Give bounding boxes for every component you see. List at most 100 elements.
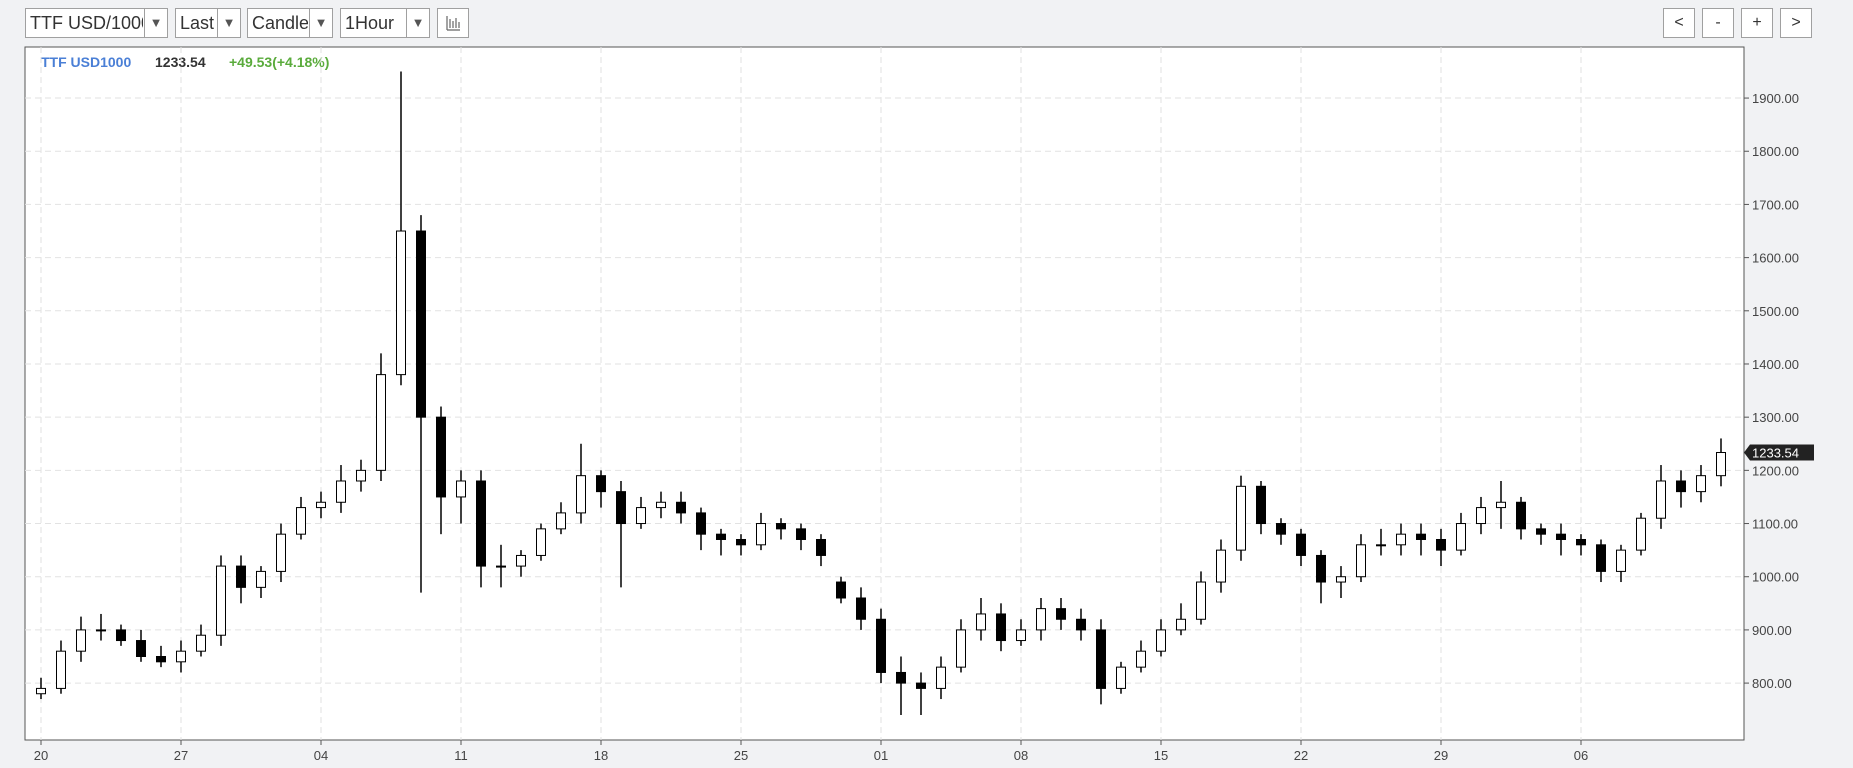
candle-body [596, 475, 606, 493]
candle-body [756, 523, 766, 546]
candle-body [236, 565, 246, 588]
legend-instrument: TTF USD1000 [41, 54, 131, 70]
candle-body [416, 230, 426, 418]
candle-body [776, 523, 786, 530]
y-tick-label: 1900.00 [1752, 91, 1799, 106]
candle-body [176, 650, 186, 663]
candle-body [1476, 507, 1486, 525]
candle-body [616, 491, 626, 525]
candle-body [796, 528, 806, 540]
candle-body [96, 629, 106, 632]
candle-body [676, 501, 686, 514]
candle-body [1696, 475, 1706, 493]
candle-body [1256, 485, 1266, 525]
x-tick-label: 06 [1574, 748, 1588, 763]
x-tick-label: 11 [454, 748, 468, 763]
candle-body [816, 538, 826, 556]
candle-body [956, 629, 966, 668]
type-select[interactable]: Candle ▼ [247, 8, 333, 38]
y-tick-label: 1000.00 [1752, 570, 1799, 585]
candle-body [1096, 629, 1106, 689]
y-tick-label: 1500.00 [1752, 304, 1799, 319]
candle-body [1196, 581, 1206, 620]
candle-body [1636, 517, 1646, 551]
nav-button[interactable]: < [1663, 8, 1695, 38]
dropdown-arrow: ▼ [309, 9, 332, 37]
candle-body [1056, 608, 1066, 620]
candle-body [156, 655, 166, 663]
candle-body [1116, 666, 1126, 689]
select-text: Last [180, 13, 215, 33]
x-tick-label: 22 [1294, 748, 1308, 763]
select-text: TTF USD/1000 [30, 13, 143, 33]
y-tick-label: 1700.00 [1752, 197, 1799, 212]
candle-body [736, 538, 746, 546]
candle-body [936, 666, 946, 689]
candle-body [916, 682, 926, 689]
candle-body [1236, 485, 1246, 551]
candle-body [656, 501, 666, 509]
candle-body [1376, 544, 1386, 547]
y-tick-label: 1200.00 [1752, 463, 1799, 478]
candle-body [56, 650, 66, 689]
candle-body [876, 618, 886, 673]
x-tick-label: 15 [1154, 748, 1168, 763]
y-tick-label: 900.00 [1752, 623, 1792, 638]
y-tick-label: 1100.00 [1752, 517, 1798, 532]
candle-body [1396, 533, 1406, 546]
candle-body [1656, 480, 1666, 519]
nav-button[interactable]: > [1780, 8, 1812, 38]
candle-body [976, 613, 986, 631]
last-price-label: 1233.54 [1752, 446, 1799, 461]
x-tick-label: 08 [1014, 748, 1028, 763]
candle-body [136, 640, 146, 657]
x-tick-label: 29 [1434, 748, 1448, 763]
y-tick-label: 1600.00 [1752, 251, 1799, 266]
candle-body [1276, 523, 1286, 535]
candle-body [316, 501, 326, 509]
candle-body [1176, 618, 1186, 631]
candle-body [216, 565, 226, 636]
candle-body [1016, 629, 1026, 642]
zoom-button[interactable]: - [1702, 8, 1734, 38]
y-tick-label: 1800.00 [1752, 144, 1799, 159]
candle-body [296, 507, 306, 535]
price-select[interactable]: Last ▼ [175, 8, 241, 38]
y-tick-label: 800.00 [1752, 676, 1792, 691]
candle-body [1316, 554, 1326, 583]
candle-body [456, 480, 466, 498]
candle-body [516, 554, 526, 567]
candle-body [36, 687, 46, 695]
candle-body [1676, 480, 1686, 493]
x-tick-label: 01 [874, 748, 888, 763]
select-text: Candle [252, 13, 308, 33]
candle-body [1336, 576, 1346, 583]
symbol-select[interactable]: TTF USD/1000 ▼ [25, 8, 168, 38]
candle-body [1436, 538, 1446, 551]
candle-body [856, 597, 866, 620]
candle-body [1356, 544, 1366, 578]
candle-body [1496, 501, 1506, 509]
x-tick-label: 25 [734, 748, 748, 763]
zoom-button[interactable]: + [1741, 8, 1773, 38]
interval-select[interactable]: 1Hour ▼ [340, 8, 430, 38]
candle-body [536, 528, 546, 556]
candle-body [996, 613, 1006, 642]
dropdown-arrow: ▼ [217, 9, 240, 37]
candle-body [1216, 549, 1226, 583]
candle-body [1596, 544, 1606, 572]
candle-body [896, 671, 906, 684]
candle-body [76, 629, 86, 652]
candle-body [1716, 452, 1726, 477]
candle-body [1576, 538, 1586, 546]
candle-body [496, 565, 506, 568]
candle-body [256, 570, 266, 588]
candle-body [436, 416, 446, 498]
icon [446, 16, 460, 31]
candle-body [1616, 549, 1626, 572]
candle-body [116, 629, 126, 642]
candle-body [356, 469, 366, 482]
indicator-button[interactable] [437, 8, 469, 38]
